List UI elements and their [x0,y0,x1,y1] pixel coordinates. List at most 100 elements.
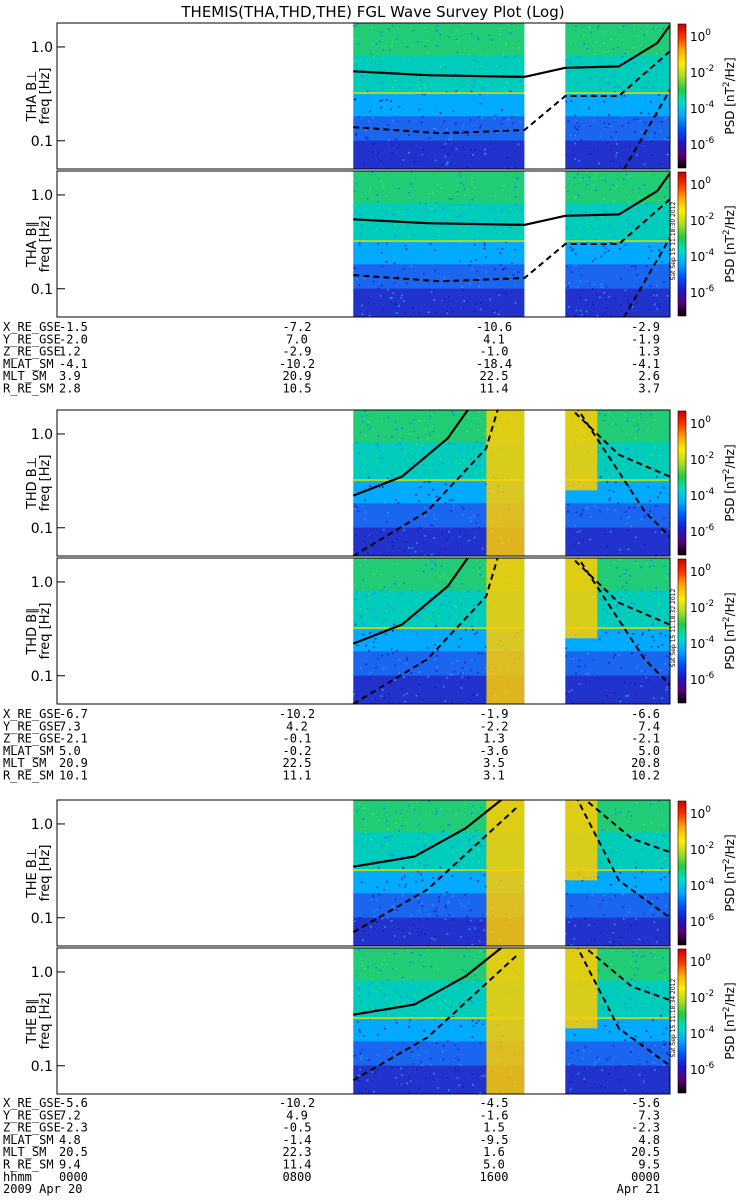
spectrogram-pixel [620,596,622,598]
colorbar-tick-exponent: 0 [705,415,711,425]
spectrogram-pixel [397,702,400,704]
spectrogram-pixel [651,636,654,638]
spectrogram-pixel [660,121,663,123]
ephemeris-label: MLT_SM [3,1145,46,1159]
colorbar-tick-exponent: 0 [705,563,711,573]
spectrogram-pixel [452,78,454,81]
spectrogram-pixel [462,969,464,971]
spectrogram-pixel [359,917,361,919]
spectrogram-pixel [467,1019,470,1022]
spectrogram-pixel [434,686,436,688]
spectrogram-pixel [503,214,505,216]
spectrogram-pixel [470,177,473,179]
ephemeris-value: 4.8 [59,1133,81,1147]
spectrogram-pixel [459,530,461,533]
colorbar-tick-exponent: -6 [705,284,714,294]
y-tick-label: 1.0 [31,575,53,591]
colorbar-tick-exponent: -2 [705,989,714,999]
spectrogram-pixel [451,148,453,151]
spectrogram-pixel [498,73,501,75]
spectrogram-pixel [436,666,438,668]
spectrogram-band [353,164,670,169]
spectrogram-pixel [665,689,668,691]
spectrogram-pixel [388,139,390,142]
spectrogram-pixel [361,1000,363,1003]
spectrogram-pixel [409,1080,412,1082]
ephemeris-label: MLT_SM [3,756,46,770]
spectrogram-pixel [446,885,448,887]
colorbar-tick-label: 10-2 [690,841,714,857]
spectrogram-pixel [402,159,405,161]
spectrogram-pixel [624,52,627,55]
spectrogram-pixel [457,43,460,45]
spectrogram-pixel [396,444,398,446]
spectrogram-pixel [403,224,406,226]
spectrogram-pixel [403,935,406,938]
spectrogram-pixel [642,86,645,89]
spectrogram-pixel [397,1035,400,1037]
spectrogram-band [353,148,670,154]
spectrogram-pixel [628,301,630,304]
spectrogram-pixel [565,693,567,695]
spectrogram-pixel [373,631,376,633]
spectrogram-pixel [416,1047,419,1049]
spectrogram-pixel [365,663,368,666]
spectrogram-pixel [382,49,384,52]
spectrogram-pixel [369,535,372,537]
spectrogram-pixel [434,564,436,567]
spectrogram-pixel [667,492,670,495]
ephemeris-value: 9.5 [638,1158,660,1172]
spectrogram-pixel [647,102,649,104]
spectrogram-pixel [633,507,636,509]
spectrogram-pixel [658,256,661,259]
spectrogram-pixel [443,66,446,69]
spectrogram-pixel [466,916,468,918]
spectrogram-pixel [454,122,457,124]
spectrogram-pixel [455,613,457,616]
wave-zone-left [486,800,525,946]
spectrogram-pixel [365,831,367,834]
spectrogram-pixel [619,811,621,813]
spectrogram-pixel [387,1013,390,1016]
spectrogram-pixel [460,936,462,938]
spectrogram-pixel [435,608,438,610]
spectrogram-band [353,248,670,253]
spectrogram-pixel [417,1023,420,1025]
spectrogram-pixel [624,1089,626,1091]
spectrogram-pixel [462,672,464,674]
spectrogram-pixel [638,196,641,199]
spectrogram-pixel [626,232,629,234]
spectrogram-pixel [396,27,399,30]
spectrogram-pixel [375,921,378,923]
spectrogram-pixel [630,978,633,981]
spectrogram-pixel [382,486,384,488]
spectrogram-pixel [389,697,392,700]
spectrogram-pixel [446,215,449,217]
spectrogram-pixel [365,1088,367,1090]
spectrogram-pixel [441,948,443,951]
spectrogram-pixel [608,1073,610,1075]
spectrogram-pixel [631,652,633,655]
spectrogram-band [353,132,670,138]
spectrogram-pixel [638,1074,641,1076]
spectrogram-pixel [622,893,624,895]
spectrogram-pixel [636,154,638,156]
spectrogram-pixel [515,203,518,206]
spectrogram-line [353,92,670,95]
spectrogram-pixel [418,823,420,826]
spectrogram-pixel [423,865,426,867]
spectrogram-pixel [469,516,471,519]
spectrogram-pixel [600,1085,603,1088]
spectrogram-pixel [371,537,374,540]
spectrogram-pixel [629,146,631,148]
spectrogram-pixel [633,118,635,121]
spectrogram-pixel [633,62,636,64]
spectrogram-pixel [627,121,630,124]
spectrogram-pixel [354,504,356,507]
spectrogram-pixel [436,184,439,186]
spectrogram-pixel [471,268,474,271]
spectrogram-pixel [604,879,607,882]
spectrogram-pixel [606,218,609,221]
